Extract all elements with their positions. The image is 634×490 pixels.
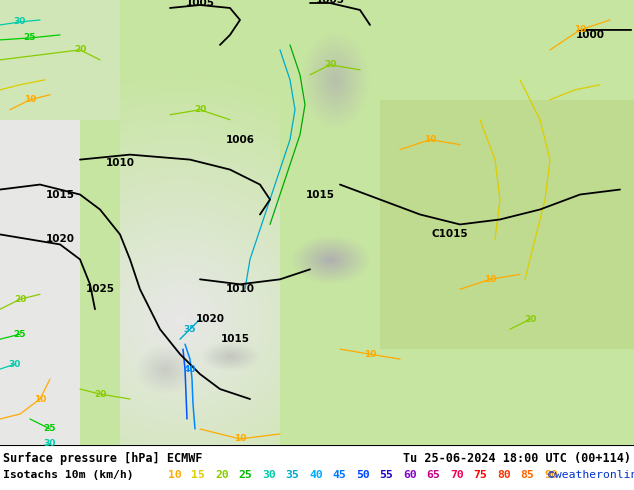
Text: ©weatheronline.co.uk: ©weatheronline.co.uk (548, 470, 634, 480)
Text: 1010: 1010 (226, 284, 254, 294)
Text: 1005: 1005 (186, 0, 214, 8)
Text: 15: 15 (191, 470, 205, 480)
Text: 20: 20 (74, 46, 86, 54)
Text: 20: 20 (94, 390, 106, 398)
Text: 20: 20 (194, 105, 206, 114)
Text: 1015: 1015 (221, 334, 250, 344)
Text: 20: 20 (215, 470, 229, 480)
Text: 1025: 1025 (86, 284, 115, 294)
Text: 30: 30 (9, 360, 21, 368)
Text: 60: 60 (403, 470, 417, 480)
Text: 10: 10 (424, 135, 436, 144)
Text: 90: 90 (544, 470, 558, 480)
Text: 80: 80 (497, 470, 511, 480)
Text: 20: 20 (324, 60, 336, 70)
Text: 10: 10 (34, 394, 46, 404)
Text: 1005: 1005 (316, 0, 344, 5)
Text: 20: 20 (524, 315, 536, 324)
Text: 40: 40 (309, 470, 323, 480)
Text: 10: 10 (484, 275, 496, 284)
Text: 1020: 1020 (195, 314, 224, 324)
Text: 30: 30 (14, 18, 26, 26)
Text: 1010: 1010 (105, 158, 134, 168)
Text: 45: 45 (332, 470, 346, 480)
Text: 35: 35 (184, 325, 197, 334)
Text: 25: 25 (44, 424, 56, 434)
Text: 30: 30 (262, 470, 276, 480)
Text: 85: 85 (521, 470, 534, 480)
Text: 50: 50 (356, 470, 370, 480)
Text: Surface pressure [hPa] ECMWF: Surface pressure [hPa] ECMWF (3, 452, 202, 465)
Text: Tu 25-06-2024 18:00 UTC (00+114): Tu 25-06-2024 18:00 UTC (00+114) (403, 452, 631, 465)
Text: 65: 65 (427, 470, 440, 480)
Text: 10: 10 (574, 25, 586, 34)
Text: 10: 10 (234, 435, 246, 443)
Text: 30: 30 (44, 440, 56, 448)
Text: 1000: 1000 (576, 30, 604, 40)
Text: 55: 55 (380, 470, 393, 480)
Text: Isotachs 10m (km/h): Isotachs 10m (km/h) (3, 470, 134, 480)
Text: 1015: 1015 (306, 190, 335, 199)
Text: 10: 10 (364, 350, 376, 359)
Text: 25: 25 (23, 33, 36, 43)
Text: 25: 25 (14, 330, 26, 339)
Text: 20: 20 (14, 295, 26, 304)
Text: C1015: C1015 (432, 229, 469, 240)
Text: 70: 70 (450, 470, 463, 480)
Text: 40: 40 (184, 365, 197, 373)
Text: 1006: 1006 (226, 135, 254, 145)
Text: 35: 35 (285, 470, 299, 480)
Text: 1015: 1015 (46, 190, 75, 199)
Text: 10: 10 (24, 95, 36, 104)
Text: 25: 25 (238, 470, 252, 480)
Text: 75: 75 (474, 470, 488, 480)
Text: 10: 10 (168, 470, 182, 480)
Text: 1020: 1020 (46, 234, 75, 245)
